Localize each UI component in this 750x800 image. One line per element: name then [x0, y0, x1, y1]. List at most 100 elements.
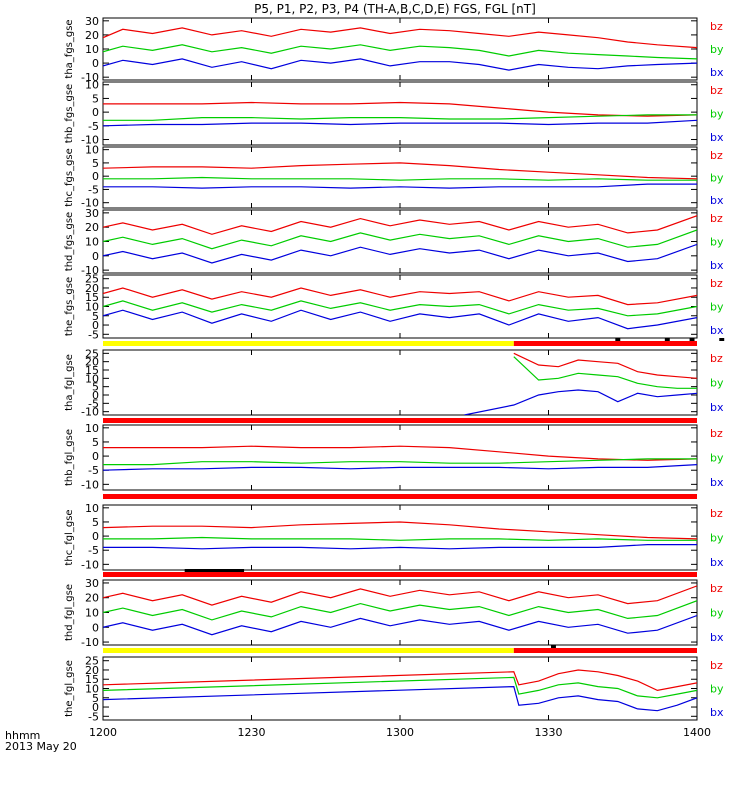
y-tick-label: 5 [92, 310, 99, 323]
y-tick-label: -10 [81, 71, 99, 84]
legend-bz: bz [710, 212, 723, 225]
series-by-line [103, 536, 697, 541]
legend-bx: bx [710, 66, 724, 79]
legend: bz by bx [710, 427, 724, 489]
legend-bx: bx [710, 706, 724, 719]
y-tick-label: 30 [85, 207, 99, 220]
y-tick-label: 25 [85, 655, 99, 668]
series-bx-line [103, 58, 697, 71]
series-bz-line [103, 585, 697, 606]
panel-frame [102, 656, 698, 721]
time-unit-label: hhmm [5, 729, 40, 742]
y-tick-label: 25 [85, 273, 99, 286]
y-tick-label: 10 [85, 236, 99, 249]
y-tick-label: 10 [85, 301, 99, 314]
y-tick-label: 30 [85, 577, 99, 590]
legend-by: by [710, 236, 724, 249]
legend: bz by bx [710, 84, 724, 144]
series-group [103, 101, 697, 127]
y-tick-label: 25 [85, 347, 99, 360]
series-bx-line [464, 389, 697, 415]
y-tick-label: 0 [92, 319, 99, 332]
y-tick-label: 10 [85, 43, 99, 56]
y-tick-label: 20 [85, 29, 99, 42]
series-group [464, 352, 697, 415]
y-tick-label: 20 [85, 356, 99, 369]
y-tick-label: -5 [88, 397, 99, 410]
legend-by: by [710, 532, 724, 545]
y-tick-label: 5 [92, 157, 99, 170]
series-group [103, 585, 697, 636]
y-tick-label: 10 [85, 683, 99, 696]
panel-frame [102, 349, 698, 416]
y-axis-title: thc_fgs_gse [64, 148, 75, 207]
y-tick-label: 10 [85, 144, 99, 157]
date-label: 2013 May 20 [5, 740, 77, 753]
y-tick-label: 0 [92, 450, 99, 463]
series-by-line [103, 458, 697, 466]
y-tick-label: 15 [85, 364, 99, 377]
series-group [103, 287, 697, 330]
y-tick-label: -10 [81, 636, 99, 649]
legend-bx: bx [710, 131, 724, 144]
x-tick-label: 1330 [535, 726, 563, 739]
legend-bx: bx [710, 631, 724, 644]
series-by-line [103, 176, 697, 181]
status-bar [103, 338, 725, 346]
legend-by: by [710, 452, 724, 465]
y-tick-label: 0 [92, 250, 99, 263]
series-by-line [103, 600, 697, 621]
legend-by: by [710, 607, 724, 620]
series-group [103, 27, 697, 71]
series-group [103, 669, 697, 712]
status-bar-red [513, 648, 697, 653]
y-tick-label: 10 [85, 422, 99, 435]
y-tick-label: -5 [88, 120, 99, 133]
legend: bz by bx [710, 277, 724, 337]
series-bx-line [103, 685, 697, 712]
y-tick-label: 10 [85, 372, 99, 385]
legend-bz: bz [710, 352, 723, 365]
legend-bz: bz [710, 84, 723, 97]
legend: bz by bx [710, 659, 724, 719]
legend-by: by [710, 172, 724, 185]
x-tick-label: 1200 [89, 726, 117, 739]
y-tick-label: -5 [88, 544, 99, 557]
series-bx-line [103, 309, 697, 330]
status-bar-red [103, 494, 697, 499]
legend-bz: bz [710, 582, 723, 595]
y-tick-label: -10 [81, 478, 99, 491]
status-bar [103, 418, 697, 423]
legend-bz: bz [710, 277, 723, 290]
y-tick-label: 0 [92, 701, 99, 714]
y-tick-label: 10 [85, 607, 99, 620]
y-tick-label: 15 [85, 673, 99, 686]
legend-bx: bx [710, 324, 724, 337]
status-flag-mark [719, 338, 725, 341]
series-bz-line [103, 27, 697, 49]
series-group [103, 445, 697, 471]
series-bx-line [103, 183, 697, 189]
panel-frame [102, 81, 698, 146]
plot-title: P5, P1, P2, P3, P4 (TH-A,B,C,D,E) FGS, F… [254, 2, 536, 16]
series-bz-line [103, 162, 697, 180]
y-axis-title: the_fgs_gse [64, 277, 75, 336]
y-axis-title: tha_fgl_gse [64, 354, 75, 411]
y-tick-label: -5 [88, 464, 99, 477]
series-by-line [103, 676, 697, 699]
legend-bx: bx [710, 476, 724, 489]
y-tick-label: 20 [85, 221, 99, 234]
series-bz-line [103, 669, 697, 692]
series-bz-line [103, 101, 697, 117]
series-group [103, 215, 697, 264]
series-by-line [103, 229, 697, 250]
status-flag-mark [184, 569, 245, 572]
series-bz-line [103, 287, 697, 306]
